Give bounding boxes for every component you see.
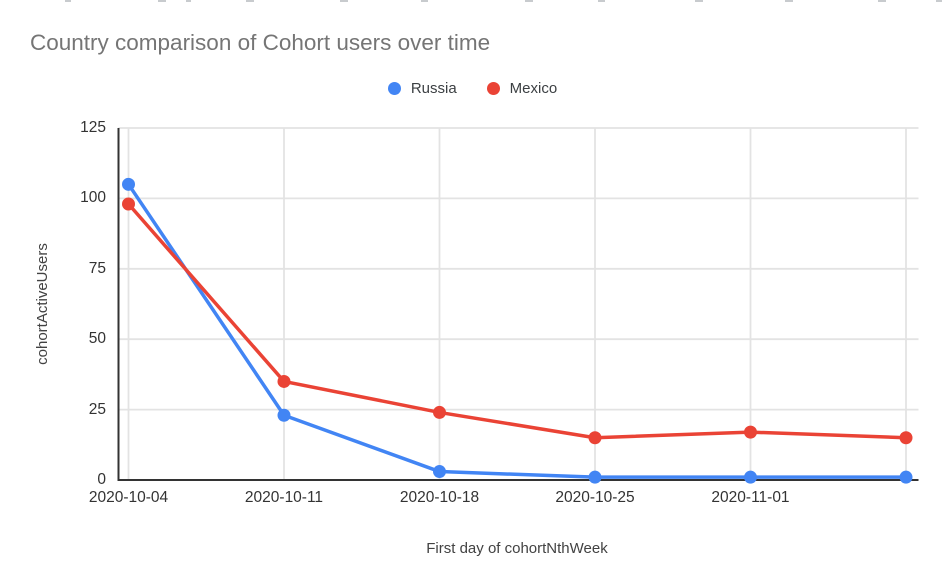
x-tick-label-2020-10-04: 2020-10-04 bbox=[88, 489, 169, 506]
clipped-text-artifact bbox=[878, 0, 886, 2]
clipped-text-artifact bbox=[598, 0, 605, 2]
series-line-mexico bbox=[126, 202, 908, 440]
data-point-mexico-1[interactable] bbox=[277, 374, 291, 388]
x-tick-label-2020-10-11: 2020-10-11 bbox=[244, 489, 324, 506]
legend-item-mexico[interactable]: Mexico bbox=[486, 80, 558, 97]
chart-title: Country comparison of Cohort users over … bbox=[30, 30, 491, 55]
data-point-russia-5[interactable] bbox=[899, 470, 913, 484]
legend-item-russia[interactable]: Russia bbox=[387, 80, 457, 97]
data-point-russia-3[interactable] bbox=[588, 470, 602, 484]
legend-dot-icon bbox=[387, 82, 401, 95]
y-tick-label-100: 100 bbox=[80, 189, 106, 207]
data-point-russia-4[interactable] bbox=[744, 470, 757, 484]
clipped-text-artifact bbox=[695, 0, 703, 2]
series-line-russia bbox=[126, 182, 908, 479]
clipped-text-artifact bbox=[785, 0, 793, 2]
chart-legend: Russia Mexico bbox=[0, 80, 945, 97]
clipped-text-artifact bbox=[340, 0, 348, 2]
data-point-mexico-3[interactable] bbox=[588, 431, 602, 445]
y-tick-label-50: 50 bbox=[88, 330, 106, 348]
clipped-text-artifact bbox=[158, 0, 166, 2]
data-point-russia-2[interactable] bbox=[433, 465, 446, 479]
x-tick-label-2020-11-01: 2020-11-01 bbox=[711, 489, 790, 506]
clipped-text-artifact bbox=[936, 0, 942, 2]
legend-dot-icon bbox=[486, 82, 500, 95]
clipped-text-artifact bbox=[186, 0, 191, 2]
y-tick-label-125: 125 bbox=[80, 119, 106, 136]
y-axis-title: cohortActiveUsers bbox=[34, 243, 51, 365]
legend-label: Russia bbox=[410, 80, 457, 97]
legend-label: Mexico bbox=[509, 80, 558, 97]
y-tick-label-75: 75 bbox=[88, 259, 106, 277]
data-point-russia-0[interactable] bbox=[122, 177, 135, 191]
clipped-text-artifact bbox=[246, 0, 254, 2]
clipped-text-artifact bbox=[65, 0, 71, 2]
x-tick-label-2020-10-25: 2020-10-25 bbox=[555, 489, 635, 506]
x-tick-label-2020-10-18: 2020-10-18 bbox=[399, 489, 480, 506]
data-point-mexico-2[interactable] bbox=[433, 405, 446, 419]
data-point-mexico-5[interactable] bbox=[899, 431, 913, 445]
y-tick-label-0: 0 bbox=[97, 471, 106, 488]
clipped-text-artifact bbox=[525, 0, 533, 2]
data-point-russia-1[interactable] bbox=[277, 408, 291, 422]
clipped-text-artifact bbox=[421, 0, 428, 2]
y-tick-label-25: 25 bbox=[88, 400, 106, 418]
x-axis-title: First day of cohortNthWeek bbox=[426, 540, 608, 557]
data-point-mexico-4[interactable] bbox=[744, 425, 757, 439]
data-point-mexico-0[interactable] bbox=[122, 197, 135, 211]
